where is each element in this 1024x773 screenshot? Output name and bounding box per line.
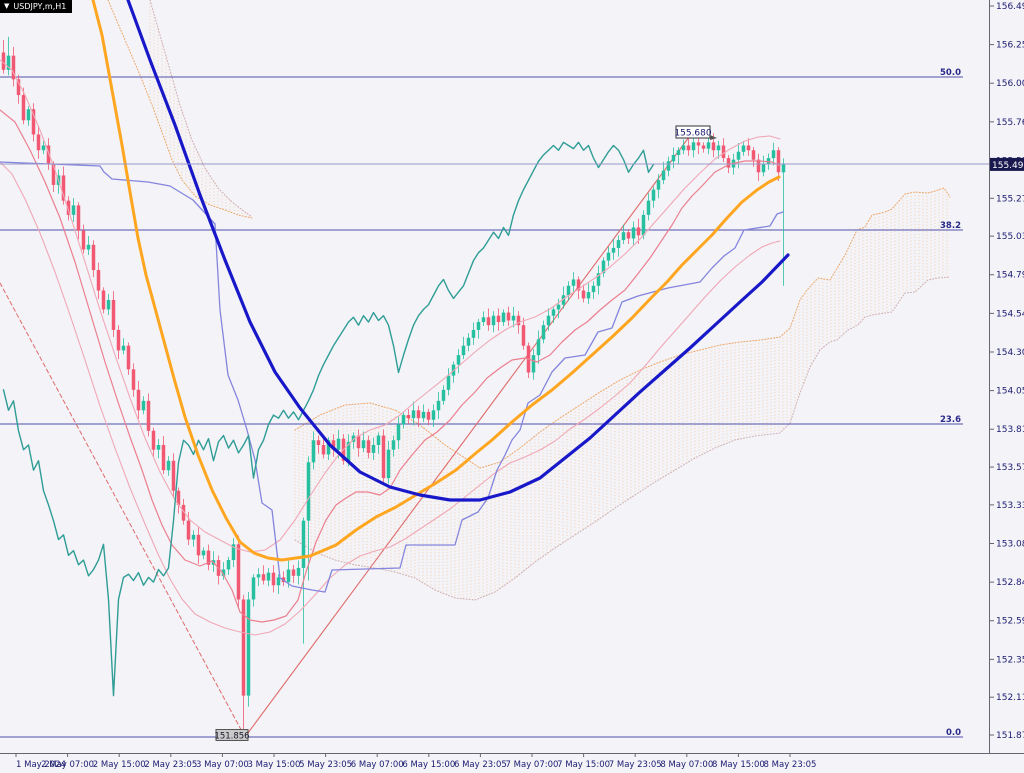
svg-text:153.570: 153.570 (996, 463, 1024, 473)
svg-text:155.035: 155.035 (996, 232, 1024, 242)
chart-labels: 155.680 151.856 (214, 125, 717, 742)
price-axis[interactable]: 156.495156.250156.005155.760155.515155.2… (989, 0, 1024, 753)
svg-text:155.275: 155.275 (996, 194, 1024, 204)
svg-text:154.300: 154.300 (996, 348, 1024, 358)
svg-text:50.0: 50.0 (940, 68, 961, 78)
svg-text:5 May 23:05: 5 May 23:05 (299, 760, 352, 770)
svg-text:0.0: 0.0 (946, 728, 961, 738)
svg-text:2 May 23:05: 2 May 23:05 (144, 760, 197, 770)
dropdown-arrow-icon: ▼ (4, 2, 10, 10)
symbol-label-text: USDJPY,m,H1 (13, 2, 67, 11)
svg-text:153.810: 153.810 (996, 425, 1024, 435)
indicator-lines (0, 0, 790, 697)
svg-text:156.495: 156.495 (996, 2, 1024, 12)
svg-text:7 May 23:05: 7 May 23:05 (609, 760, 662, 770)
ichimoku-cloud (294, 187, 951, 601)
svg-text:7 May 15:00: 7 May 15:00 (557, 760, 610, 770)
current-price-box: 155.490 (990, 157, 1024, 171)
svg-text:7 May 07:00: 7 May 07:00 (506, 760, 559, 770)
svg-text:151.856: 151.856 (214, 732, 249, 742)
fib-anchor-label-box (215, 729, 249, 741)
svg-text:156.250: 156.250 (996, 41, 1024, 51)
svg-text:2 May 07:00: 2 May 07:00 (41, 760, 94, 770)
svg-text:152.350: 152.350 (996, 655, 1024, 665)
svg-text:153.330: 153.330 (996, 501, 1024, 511)
svg-text:1 May 2024: 1 May 2024 (16, 760, 66, 770)
candles (1, 36, 786, 731)
svg-text:154.545: 154.545 (996, 309, 1024, 319)
svg-text:155.680: 155.680 (674, 129, 711, 139)
svg-text:3 May 07:00: 3 May 07:00 (196, 760, 249, 770)
svg-text:8 May 07:00: 8 May 07:00 (660, 760, 713, 770)
svg-text:153.085: 153.085 (996, 540, 1024, 550)
trendlines[interactable] (0, 132, 693, 738)
svg-text:6 May 15:00: 6 May 15:00 (402, 760, 455, 770)
svg-text:23.6: 23.6 (940, 415, 961, 425)
svg-text:6 May 23:05: 6 May 23:05 (454, 760, 507, 770)
svg-text:152.595: 152.595 (996, 617, 1024, 627)
svg-text:8 May 23:05: 8 May 23:05 (764, 760, 817, 770)
svg-text:154.055: 154.055 (996, 387, 1024, 397)
svg-text:156.005: 156.005 (996, 79, 1024, 89)
ray-price-label-box (675, 125, 711, 139)
svg-text:8 May 15:00: 8 May 15:00 (712, 760, 765, 770)
svg-text:3 May 15:00: 3 May 15:00 (248, 760, 301, 770)
svg-text:2 May 15:00: 2 May 15:00 (93, 760, 146, 770)
svg-text:6 May 07:00: 6 May 07:00 (351, 760, 404, 770)
svg-text:38.2: 38.2 (940, 221, 961, 231)
svg-text:155.760: 155.760 (996, 118, 1024, 128)
svg-text:152.110: 152.110 (996, 693, 1024, 703)
svg-text:155.490: 155.490 (992, 161, 1024, 171)
svg-text:154.790: 154.790 (996, 271, 1024, 281)
svg-text:152.840: 152.840 (996, 578, 1024, 588)
fibonacci-levels[interactable]: 0.0 23.6 38.2 50.0 (0, 68, 963, 738)
symbol-label[interactable]: ▼ USDJPY,m,H1 (0, 0, 73, 13)
svg-text:151.870: 151.870 (996, 731, 1024, 741)
